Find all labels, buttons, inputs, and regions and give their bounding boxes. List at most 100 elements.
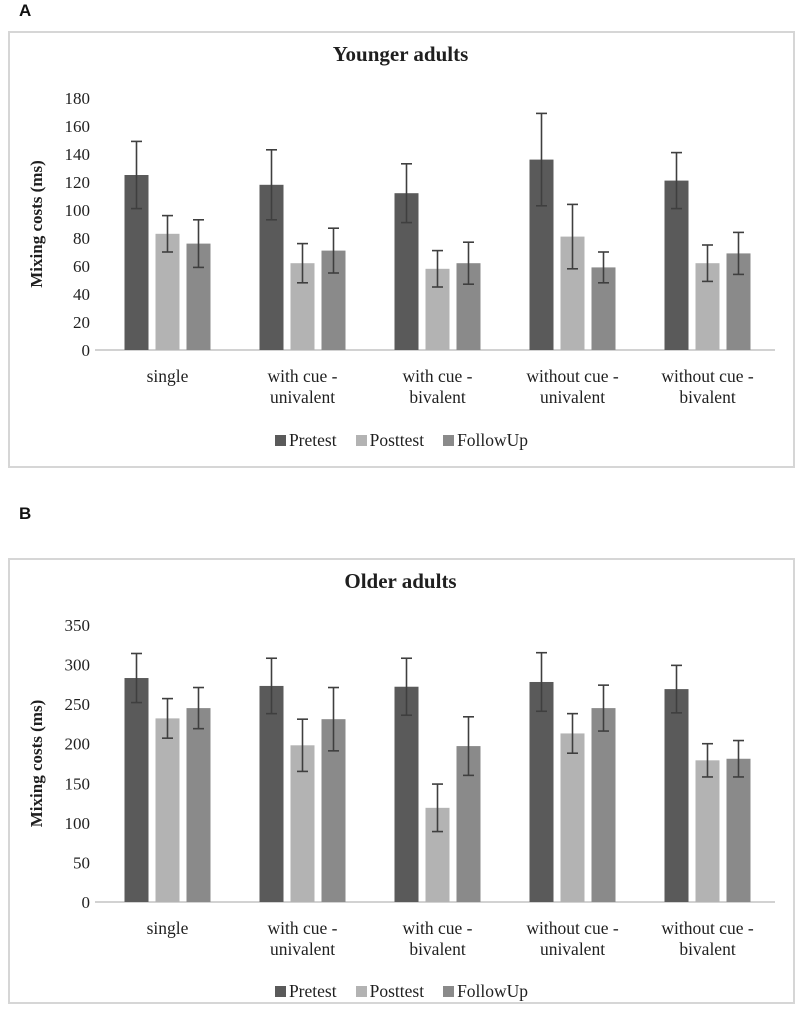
y-tick-label: 100 (65, 814, 91, 833)
category-label: without cue - (661, 366, 754, 386)
category-label-line2: univalent (270, 387, 335, 407)
legend-item-followup: FollowUp (443, 430, 528, 451)
y-tick-label: 100 (65, 201, 91, 220)
error-bar-followup-2 (463, 241, 474, 285)
legend-item-posttest: Posttest (355, 430, 425, 451)
category-label: with cue - (403, 918, 473, 938)
y-tick-label: 200 (65, 735, 91, 754)
legend-marker-followup-icon (443, 986, 455, 997)
error-bar-pretest-0 (131, 652, 142, 704)
category-label: single (147, 918, 189, 938)
category-label-line2: bivalent (679, 939, 736, 959)
error-bar-posttest-0 (162, 214, 173, 253)
category-label: without cue - (661, 918, 754, 938)
bar-pretest-2 (394, 686, 419, 902)
bar-followup-3 (591, 708, 616, 902)
legend: Pretest Posttest FollowUp (10, 430, 793, 451)
y-axis-title: Mixing costs (ms) (27, 160, 46, 287)
error-bar-pretest-1 (266, 149, 277, 221)
error-bar-posttest-2 (432, 249, 443, 288)
legend-marker-posttest-icon (355, 435, 367, 446)
legend-item-followup: FollowUp (443, 981, 528, 1002)
legend-label: Posttest (369, 430, 425, 450)
bar-pretest-0 (124, 678, 149, 902)
bar-pretest-3 (529, 681, 554, 902)
legend-item-pretest: Pretest (274, 981, 337, 1002)
error-bar-posttest-4 (702, 244, 713, 283)
error-bar-posttest-2 (432, 783, 443, 833)
error-bar-pretest-3 (536, 651, 547, 713)
error-bar-followup-2 (463, 716, 474, 777)
y-tick-label: 180 (65, 89, 91, 108)
error-bar-pretest-2 (401, 657, 412, 717)
y-tick-label: 160 (65, 117, 91, 136)
y-tick-label: 50 (73, 853, 90, 872)
error-bar-pretest-3 (536, 112, 547, 207)
y-tick-label: 300 (65, 656, 91, 675)
chart-title: Younger adults (333, 42, 469, 66)
error-bar-pretest-4 (671, 664, 682, 714)
error-bar-posttest-3 (567, 203, 578, 270)
y-tick-label: 150 (65, 774, 91, 793)
error-bar-followup-3 (598, 251, 609, 284)
chart-svg-b: Older adults 0 50 100 150 200 250 300 350 Mixing … (27, 569, 775, 959)
category-label: without cue - (526, 366, 619, 386)
error-bar-posttest-4 (702, 742, 713, 778)
legend-marker-posttest-icon (355, 986, 367, 997)
legend-label: Pretest (288, 430, 337, 450)
legend: Pretest Posttest FollowUp (10, 981, 793, 1002)
y-tick-label: 80 (73, 229, 90, 248)
error-bar-posttest-0 (162, 697, 173, 739)
panel-a-letter: A (19, 1, 32, 20)
legend-marker-pretest-icon (274, 435, 286, 446)
error-bar-pretest-1 (266, 657, 277, 715)
category-label-line2: bivalent (409, 939, 466, 959)
error-bar-followup-4 (733, 231, 744, 276)
y-tick-label: 20 (73, 313, 90, 332)
category-label-line2: bivalent (409, 387, 466, 407)
category-label-line2: univalent (540, 387, 605, 407)
error-bar-pretest-2 (401, 163, 412, 224)
panel-a-chart: Younger adults 0 20 40 60 80 100 120 140 160 180 Mi… (8, 31, 795, 468)
legend-item-pretest: Pretest (274, 430, 337, 451)
y-tick-label: 350 (65, 616, 91, 635)
legend-label: FollowUp (457, 981, 529, 1001)
bar-followup-0 (186, 708, 211, 902)
category-label-line2: bivalent (679, 387, 736, 407)
bar-posttest-3 (560, 733, 585, 902)
legend-label: Pretest (288, 981, 337, 1001)
error-bar-pretest-0 (131, 140, 142, 210)
error-bar-followup-1 (328, 686, 339, 752)
y-tick-label: 0 (82, 341, 91, 360)
error-bar-followup-1 (328, 227, 339, 274)
panel-b-chart: Older adults 0 50 100 150 200 250 300 350 Mixing … (8, 558, 795, 1004)
chart-svg-a: Younger adults 0 20 40 60 80 100 120 140 160 180 Mi… (27, 42, 775, 407)
bar-followup-4 (726, 758, 751, 902)
error-bar-followup-4 (733, 739, 744, 778)
y-axis-title: Mixing costs (ms) (27, 700, 46, 827)
category-label-line2: univalent (540, 939, 605, 959)
y-tick-label: 60 (73, 257, 90, 276)
y-tick-label: 250 (65, 695, 91, 714)
y-tick-label: 120 (65, 173, 91, 192)
error-bar-followup-0 (193, 219, 204, 269)
panel-b-letter: B (19, 504, 32, 523)
error-bar-followup-0 (193, 686, 204, 730)
error-bar-posttest-1 (297, 718, 308, 773)
error-bar-posttest-1 (297, 242, 308, 284)
y-tick-label: 140 (65, 145, 91, 164)
error-bar-posttest-3 (567, 712, 578, 755)
bar-pretest-1 (259, 685, 284, 902)
category-label: with cue - (403, 366, 473, 386)
category-label: with cue - (268, 918, 338, 938)
category-label-line2: univalent (270, 939, 335, 959)
y-tick-label: 0 (82, 893, 91, 912)
legend-marker-followup-icon (443, 435, 455, 446)
error-bar-pretest-4 (671, 151, 682, 210)
legend-item-posttest: Posttest (355, 981, 424, 1002)
bar-posttest-0 (155, 718, 180, 902)
bar-posttest-4 (695, 760, 720, 902)
chart-title: Older adults (344, 569, 456, 593)
y-tick-label: 40 (73, 285, 90, 304)
category-label: without cue - (526, 918, 619, 938)
